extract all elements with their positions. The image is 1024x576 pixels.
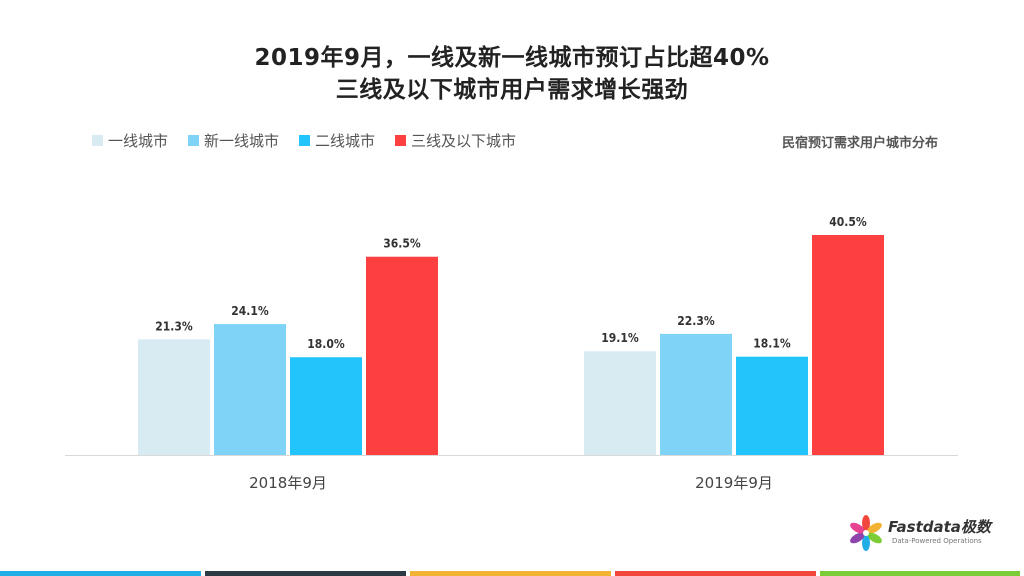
legend-swatch-tier3-below: [395, 135, 407, 146]
footer-seg-blue: [0, 571, 201, 576]
bar-series1-cat0: [214, 324, 286, 455]
chart-title-line2: 三线及以下城市用户需求增长强劲: [335, 77, 689, 103]
logo-name: Fastdata极数: [888, 518, 991, 536]
x-tick-label-0: 2018年9月: [249, 474, 327, 492]
flower-logo-icon: [850, 515, 882, 551]
data-label-series1-cat1: 22.3%: [677, 314, 715, 328]
legend-label-new-tier1: 新一线城市: [204, 132, 280, 150]
footer-seg-yellow: [410, 571, 611, 576]
bar-series0-cat0: [138, 339, 210, 455]
data-label-series3-cat1: 40.5%: [829, 215, 867, 229]
legend-item-tier2: 二线城市: [299, 130, 375, 151]
footer-seg-green: [820, 571, 1020, 576]
data-label-series0-cat0: 21.3%: [155, 319, 193, 333]
data-label-series2-cat0: 18.0%: [307, 337, 345, 351]
logo-tagline: Data-Powered Operations: [892, 537, 982, 545]
legend: 一线城市 新一线城市 二线城市 三线及以下城市: [92, 130, 536, 151]
data-label-series2-cat1: 18.1%: [753, 337, 791, 351]
chart-title-line1: 2019年9月，一线及新一线城市预订占比超40%: [254, 45, 770, 71]
data-label-series1-cat0: 24.1%: [231, 304, 269, 318]
footer-color-strip: [0, 571, 1024, 576]
legend-item-new-tier1: 新一线城市: [188, 130, 279, 151]
legend-item-tier3-below: 三线及以下城市: [395, 130, 516, 151]
bar-series2-cat1: [736, 356, 808, 455]
legend-label-tier2: 二线城市: [315, 132, 376, 150]
bar-series0-cat1: [584, 351, 656, 455]
legend-label-tier3-below: 三线及以下城市: [411, 132, 517, 150]
legend-swatch-new-tier1: [188, 135, 200, 146]
bar-series1-cat1: [660, 333, 732, 455]
data-label-series0-cat1: 19.1%: [601, 331, 639, 345]
chart-subtitle: 民宿预订需求用户城市分布: [781, 136, 938, 151]
legend-swatch-tier2: [299, 135, 311, 146]
legend-label-tier1: 一线城市: [108, 132, 169, 150]
data-label-series3-cat0: 36.5%: [383, 237, 421, 251]
x-tick-label-1: 2019年9月: [695, 474, 773, 492]
bar-series3-cat1: [812, 235, 884, 455]
bar-series3-cat0: [366, 256, 438, 455]
fastdata-logo: Fastdata极数 Data-Powered Operations: [846, 510, 996, 556]
legend-swatch-tier1: [92, 135, 103, 146]
footer-seg-dark: [205, 571, 406, 576]
bar-series2-cat0: [290, 357, 362, 455]
legend-item-tier1: 一线城市: [92, 130, 168, 151]
footer-seg-red: [615, 571, 816, 576]
